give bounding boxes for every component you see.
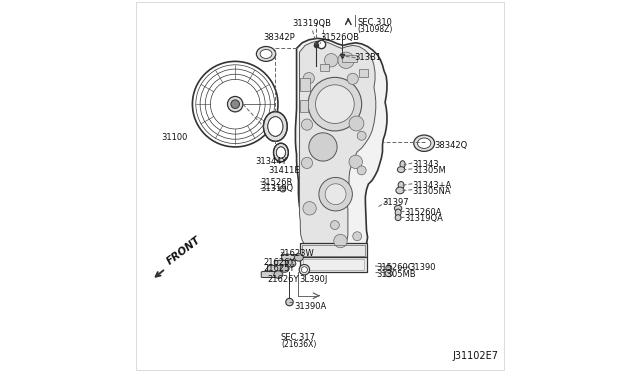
Bar — [300, 78, 310, 91]
Circle shape — [303, 202, 316, 215]
Text: 31319Q: 31319Q — [260, 185, 294, 193]
Circle shape — [319, 177, 353, 211]
Text: 31343: 31343 — [412, 160, 439, 169]
Ellipse shape — [260, 49, 272, 58]
Ellipse shape — [395, 209, 401, 217]
Text: 31344Y: 31344Y — [255, 157, 287, 166]
Circle shape — [301, 157, 312, 169]
Bar — [359, 69, 369, 77]
Ellipse shape — [274, 271, 283, 278]
Ellipse shape — [294, 254, 303, 261]
Ellipse shape — [413, 135, 435, 151]
Circle shape — [347, 73, 358, 84]
Text: 31305MB: 31305MB — [376, 270, 415, 279]
Text: 38342P: 38342P — [264, 33, 295, 42]
Text: J31102E7: J31102E7 — [452, 352, 498, 361]
Text: 31319QB: 31319QB — [292, 19, 332, 28]
Circle shape — [299, 264, 310, 275]
Ellipse shape — [397, 167, 405, 173]
Ellipse shape — [398, 182, 404, 189]
Ellipse shape — [264, 112, 287, 141]
Ellipse shape — [386, 265, 392, 271]
Bar — [300, 243, 367, 257]
FancyBboxPatch shape — [268, 266, 284, 272]
Ellipse shape — [396, 187, 404, 194]
Circle shape — [308, 77, 362, 131]
Text: 315260C: 315260C — [376, 263, 413, 272]
Text: 38342Q: 38342Q — [435, 141, 468, 150]
Circle shape — [357, 131, 366, 140]
Text: 31305M: 31305M — [412, 166, 446, 175]
Ellipse shape — [417, 138, 431, 148]
Text: 21625Y: 21625Y — [264, 264, 295, 273]
Text: 31390: 31390 — [410, 263, 436, 272]
Text: 315260A: 315260A — [404, 208, 442, 217]
Text: (31098Z): (31098Z) — [357, 25, 392, 33]
Circle shape — [227, 96, 243, 112]
Text: 31411E: 31411E — [269, 166, 300, 174]
Ellipse shape — [268, 117, 283, 136]
Circle shape — [286, 298, 293, 306]
Circle shape — [334, 234, 347, 248]
FancyBboxPatch shape — [275, 260, 291, 266]
FancyBboxPatch shape — [282, 254, 298, 260]
Bar — [320, 64, 330, 71]
Text: 31390A: 31390A — [294, 302, 326, 311]
Ellipse shape — [395, 215, 401, 221]
Circle shape — [353, 232, 362, 241]
Circle shape — [231, 100, 239, 109]
Bar — [302, 245, 365, 256]
Text: 31319QA: 31319QA — [404, 214, 444, 223]
Ellipse shape — [280, 265, 289, 272]
Bar — [342, 55, 357, 62]
Circle shape — [303, 73, 314, 84]
Circle shape — [309, 133, 337, 161]
Text: 31397: 31397 — [382, 198, 409, 207]
Text: SEC.310: SEC.310 — [357, 18, 392, 27]
Text: 31526R: 31526R — [260, 178, 293, 187]
Circle shape — [330, 221, 339, 230]
Ellipse shape — [257, 46, 276, 61]
Bar — [300, 100, 308, 112]
Text: 31100: 31100 — [161, 133, 187, 142]
Text: (21636X): (21636X) — [281, 340, 316, 349]
Text: 31343+A: 31343+A — [412, 181, 451, 190]
Circle shape — [357, 166, 366, 175]
FancyBboxPatch shape — [261, 272, 278, 278]
Ellipse shape — [400, 161, 405, 168]
Bar — [303, 259, 364, 270]
Circle shape — [349, 116, 364, 131]
Circle shape — [349, 155, 362, 169]
Circle shape — [280, 186, 286, 192]
Ellipse shape — [394, 205, 402, 211]
Text: 21623W: 21623W — [279, 249, 314, 258]
Ellipse shape — [273, 143, 289, 162]
Circle shape — [324, 54, 338, 67]
Ellipse shape — [385, 270, 392, 277]
Circle shape — [316, 85, 354, 124]
Circle shape — [301, 119, 312, 130]
Circle shape — [301, 267, 307, 273]
Text: SEC.317: SEC.317 — [281, 333, 316, 342]
Text: 31305NA: 31305NA — [412, 187, 451, 196]
Text: 21626Y: 21626Y — [267, 275, 299, 284]
Text: 21626Y: 21626Y — [264, 258, 295, 267]
Ellipse shape — [287, 260, 296, 267]
Polygon shape — [300, 41, 376, 253]
Ellipse shape — [276, 147, 285, 158]
Bar — [300, 257, 367, 272]
Text: FRONT: FRONT — [165, 234, 203, 266]
Polygon shape — [296, 38, 387, 257]
Text: 3L390J: 3L390J — [300, 275, 328, 284]
Circle shape — [325, 184, 346, 205]
Text: 313B1: 313B1 — [355, 53, 381, 62]
Text: 31526QB: 31526QB — [320, 33, 359, 42]
Circle shape — [338, 52, 354, 68]
